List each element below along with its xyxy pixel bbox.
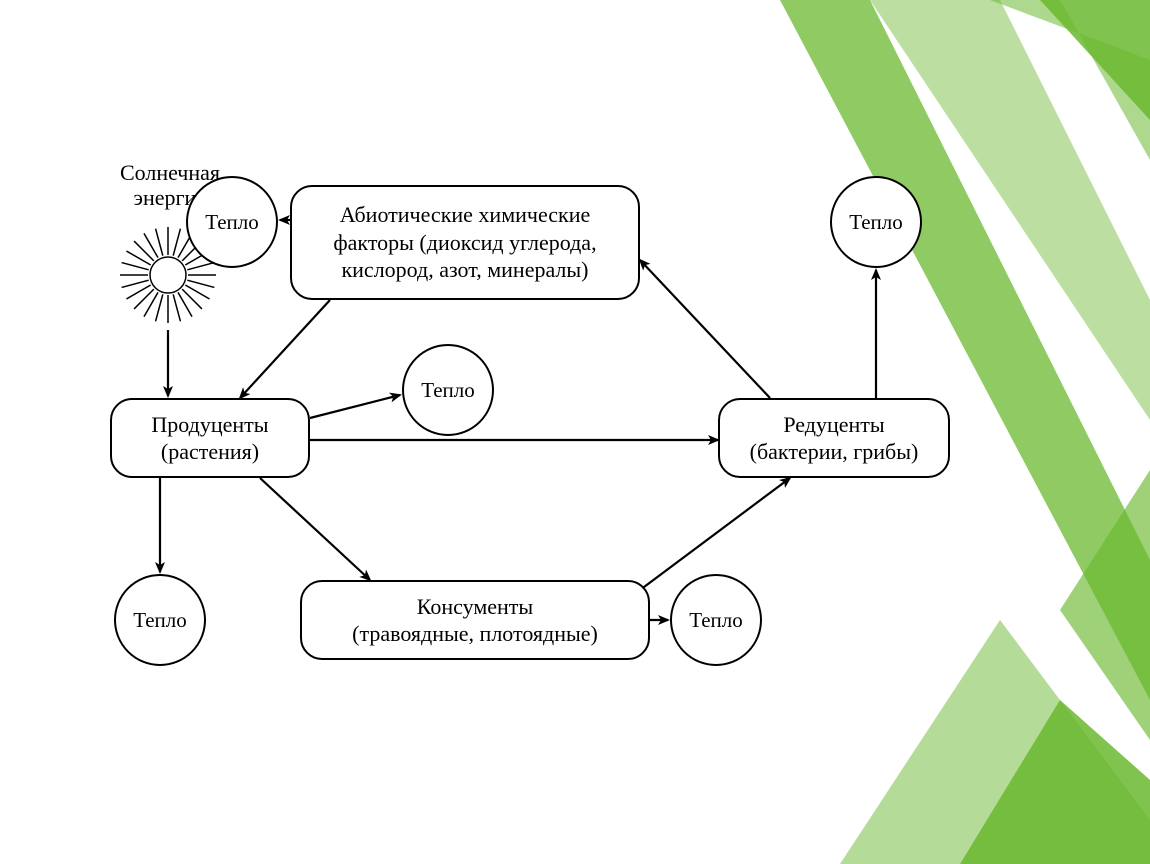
edge-producers-to-consumers bbox=[260, 478, 370, 580]
node-heat-top-right: Тепло bbox=[830, 176, 922, 268]
edge-reducers-to-abiotic bbox=[640, 260, 770, 398]
node-heat-bottom-left: Тепло bbox=[114, 574, 206, 666]
node-heat-bottom-right: Тепло bbox=[670, 574, 762, 666]
node-consumers: Консументы(травоядные, плотоядные) bbox=[300, 580, 650, 660]
node-producers: Продуценты(растения) bbox=[110, 398, 310, 478]
node-reducers: Редуценты(бактерии, грибы) bbox=[718, 398, 950, 478]
edge-abiotic-to-producers bbox=[240, 300, 330, 398]
diagram-stage: Солнечнаяэнергия Тепло Абиотические хими… bbox=[0, 0, 1150, 864]
node-heat-top-left: Тепло bbox=[186, 176, 278, 268]
node-heat-middle: Тепло bbox=[402, 344, 494, 436]
node-abiotic-factors: Абиотические химическиефакторы (диоксид … bbox=[290, 185, 640, 300]
edge-producers-to-heat-mid bbox=[310, 395, 400, 418]
